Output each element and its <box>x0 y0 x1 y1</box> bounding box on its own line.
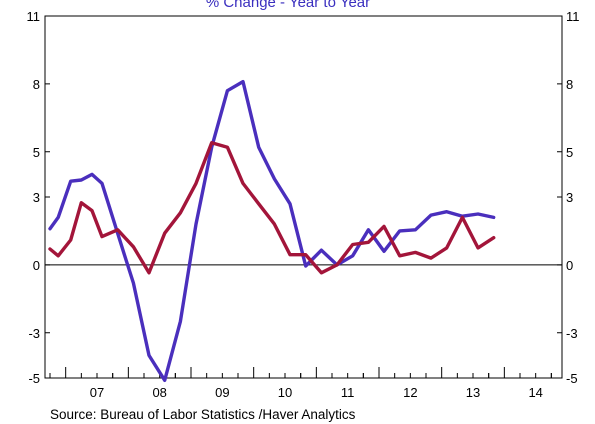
x-tick-label: 09 <box>215 385 229 400</box>
y-tick-label-right: 5 <box>566 145 573 160</box>
series-line-2 <box>48 141 496 275</box>
y-tick-label-right: 8 <box>566 77 573 92</box>
series-layer <box>48 79 496 382</box>
series-line-1 <box>48 79 496 382</box>
x-tick-label: 11 <box>341 385 355 400</box>
x-tick-label: 10 <box>278 385 292 400</box>
y-tick-label-left: -3 <box>28 326 40 341</box>
y-tick-label-right: 0 <box>566 258 573 273</box>
y-tick-label-right: -5 <box>566 371 578 386</box>
y-axis-left: 11 8 5 3 0 -3 -5 <box>27 9 50 386</box>
y-axis-right: 11 8 5 3 0 -3 -5 <box>557 9 580 386</box>
y-tick-label-left: 0 <box>33 258 40 273</box>
y-tick-label-right: 3 <box>566 190 573 205</box>
x-tick-label: 12 <box>403 385 417 400</box>
x-tick-label: 07 <box>90 385 104 400</box>
source-note: Source: Bureau of Labor Statistics /Have… <box>50 407 356 422</box>
y-tick-label-right: 11 <box>566 9 580 24</box>
y-tick-label-left: 5 <box>33 145 40 160</box>
x-tick-label: 13 <box>466 385 480 400</box>
y-tick-label-left: 3 <box>33 190 40 205</box>
y-tick-label-left: 8 <box>33 77 40 92</box>
y-tick-label-left: 11 <box>27 9 41 24</box>
chart-title: % Change - Year to Year <box>206 0 370 11</box>
plot-frame <box>44 15 563 379</box>
x-tick-label: 08 <box>152 385 166 400</box>
x-axis: 07 08 09 10 11 12 13 14 <box>49 367 552 400</box>
y-tick-label-left: -5 <box>28 371 40 386</box>
y-tick-label-right: -3 <box>566 326 578 341</box>
x-tick-label: 14 <box>528 385 542 400</box>
